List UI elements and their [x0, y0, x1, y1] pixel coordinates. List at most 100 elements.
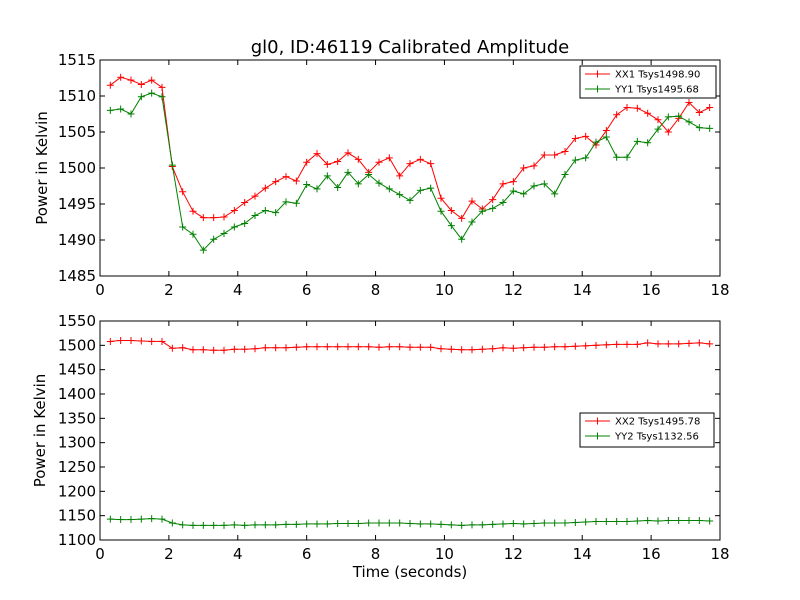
data-point	[613, 518, 621, 526]
legend-entry: YY2 Tsys1132.56	[585, 432, 699, 443]
data-point	[675, 517, 683, 525]
data-point	[168, 519, 176, 527]
data-point	[127, 110, 135, 118]
legend-label: XX2 Tsys1495.78	[615, 417, 700, 428]
data-point	[561, 170, 569, 178]
data-point	[675, 112, 683, 120]
data-point	[344, 343, 352, 351]
data-point	[551, 190, 559, 198]
data-point	[261, 344, 269, 352]
data-point	[427, 520, 435, 528]
legend-label: XX1 Tsys1498.90	[615, 70, 700, 81]
data-point	[241, 345, 249, 353]
data-point	[385, 343, 393, 351]
legend-box	[579, 65, 717, 99]
data-point	[251, 345, 259, 353]
y-tick-label: 1490	[58, 231, 96, 249]
data-point	[592, 341, 600, 349]
legend-entry: XX2 Tsys1495.78	[585, 417, 700, 428]
data-point	[468, 521, 476, 529]
data-point	[406, 196, 414, 204]
data-point	[210, 235, 218, 243]
data-point	[344, 149, 352, 157]
data-point	[354, 519, 362, 527]
x-tick-label: 12	[504, 545, 523, 563]
x-tick-label: 2	[164, 281, 174, 299]
data-point	[664, 340, 672, 348]
data-point	[582, 518, 590, 526]
x-tick-label: 6	[302, 281, 312, 299]
data-point	[416, 520, 424, 528]
data-point	[623, 153, 631, 161]
data-point	[540, 180, 548, 188]
data-point	[592, 518, 600, 526]
data-point	[189, 346, 197, 354]
data-point	[241, 219, 249, 227]
data-point	[437, 520, 445, 528]
data-point	[654, 340, 662, 348]
data-point	[416, 186, 424, 194]
data-point	[571, 156, 579, 164]
data-point	[427, 184, 435, 192]
data-point	[499, 199, 507, 207]
legend-entry: YY1 Tsys1495.68	[585, 85, 699, 96]
data-point	[468, 218, 476, 226]
data-point	[561, 147, 569, 155]
x-tick-label: 6	[302, 545, 312, 563]
data-point	[706, 517, 714, 525]
data-point	[106, 515, 114, 523]
data-point	[313, 150, 321, 158]
data-point	[396, 172, 404, 180]
legend-marker	[594, 70, 601, 78]
y-tick-label: 1550	[58, 312, 96, 330]
data-point	[478, 207, 486, 215]
data-point	[117, 105, 125, 113]
data-point	[189, 230, 197, 238]
data-point	[437, 194, 445, 202]
legend-entry: XX1 Tsys1498.90	[585, 70, 700, 81]
data-point	[406, 343, 414, 351]
data-point	[571, 518, 579, 526]
data-point	[106, 106, 114, 114]
x-tick-label: 16	[642, 545, 661, 563]
legend-box	[579, 412, 715, 448]
data-point	[220, 230, 228, 238]
legend-marker	[594, 85, 601, 93]
data-point	[540, 343, 548, 351]
data-point	[127, 336, 135, 344]
bottom-subplot: 0 2 4 6 8 10 12 14 16 18 1100 1150 1200 1250 1300 1350 1…	[31, 312, 730, 581]
data-point	[561, 343, 569, 351]
data-point	[447, 222, 455, 230]
data-point	[241, 199, 249, 207]
data-point	[179, 521, 187, 529]
data-point	[323, 160, 331, 168]
y-tick-label: 1505	[58, 123, 96, 141]
y-tick-label: 1500	[58, 159, 96, 177]
data-point	[592, 138, 600, 146]
data-point	[644, 339, 652, 347]
data-point	[458, 235, 466, 243]
data-point	[561, 519, 569, 527]
series-2	[106, 89, 714, 254]
data-point	[644, 517, 652, 525]
y-tick-label: 1250	[58, 458, 96, 476]
y-tick-label: 1485	[58, 267, 96, 285]
data-point	[292, 343, 300, 351]
data-point	[365, 519, 373, 527]
data-point	[251, 212, 259, 220]
data-point	[478, 521, 486, 529]
data-point	[695, 517, 703, 525]
data-point	[406, 160, 414, 168]
data-point	[168, 344, 176, 352]
data-point	[344, 519, 352, 527]
data-point	[664, 517, 672, 525]
data-point	[447, 206, 455, 214]
data-point	[654, 125, 662, 133]
chart-title: gl0, ID:46119 Calibrated Amplitude	[251, 37, 570, 58]
data-point	[323, 520, 331, 528]
data-point	[365, 343, 373, 351]
x-tick-label: 2	[164, 545, 174, 563]
data-point	[385, 519, 393, 527]
data-point	[520, 520, 528, 528]
